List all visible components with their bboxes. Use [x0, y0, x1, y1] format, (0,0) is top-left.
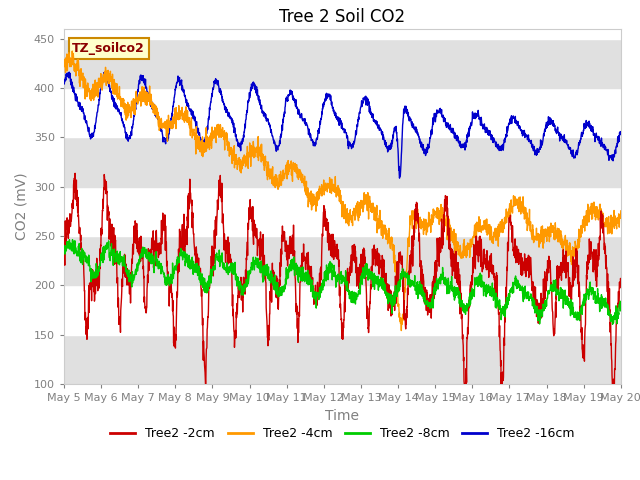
Legend: Tree2 -2cm, Tree2 -4cm, Tree2 -8cm, Tree2 -16cm: Tree2 -2cm, Tree2 -4cm, Tree2 -8cm, Tree…: [106, 422, 579, 445]
Bar: [64, 88, 621, 137]
Text: TZ_soilco2: TZ_soilco2: [72, 42, 145, 55]
Bar: [64, 187, 621, 236]
Bar: [64, 0, 621, 39]
Title: Tree 2 Soil CO2: Tree 2 Soil CO2: [279, 8, 406, 26]
Bar: [64, 335, 621, 384]
X-axis label: Time: Time: [325, 408, 360, 422]
Bar: [64, 285, 621, 335]
Bar: [64, 236, 621, 285]
Y-axis label: CO2 (mV): CO2 (mV): [14, 173, 28, 240]
Bar: [64, 137, 621, 187]
Bar: [64, 39, 621, 88]
